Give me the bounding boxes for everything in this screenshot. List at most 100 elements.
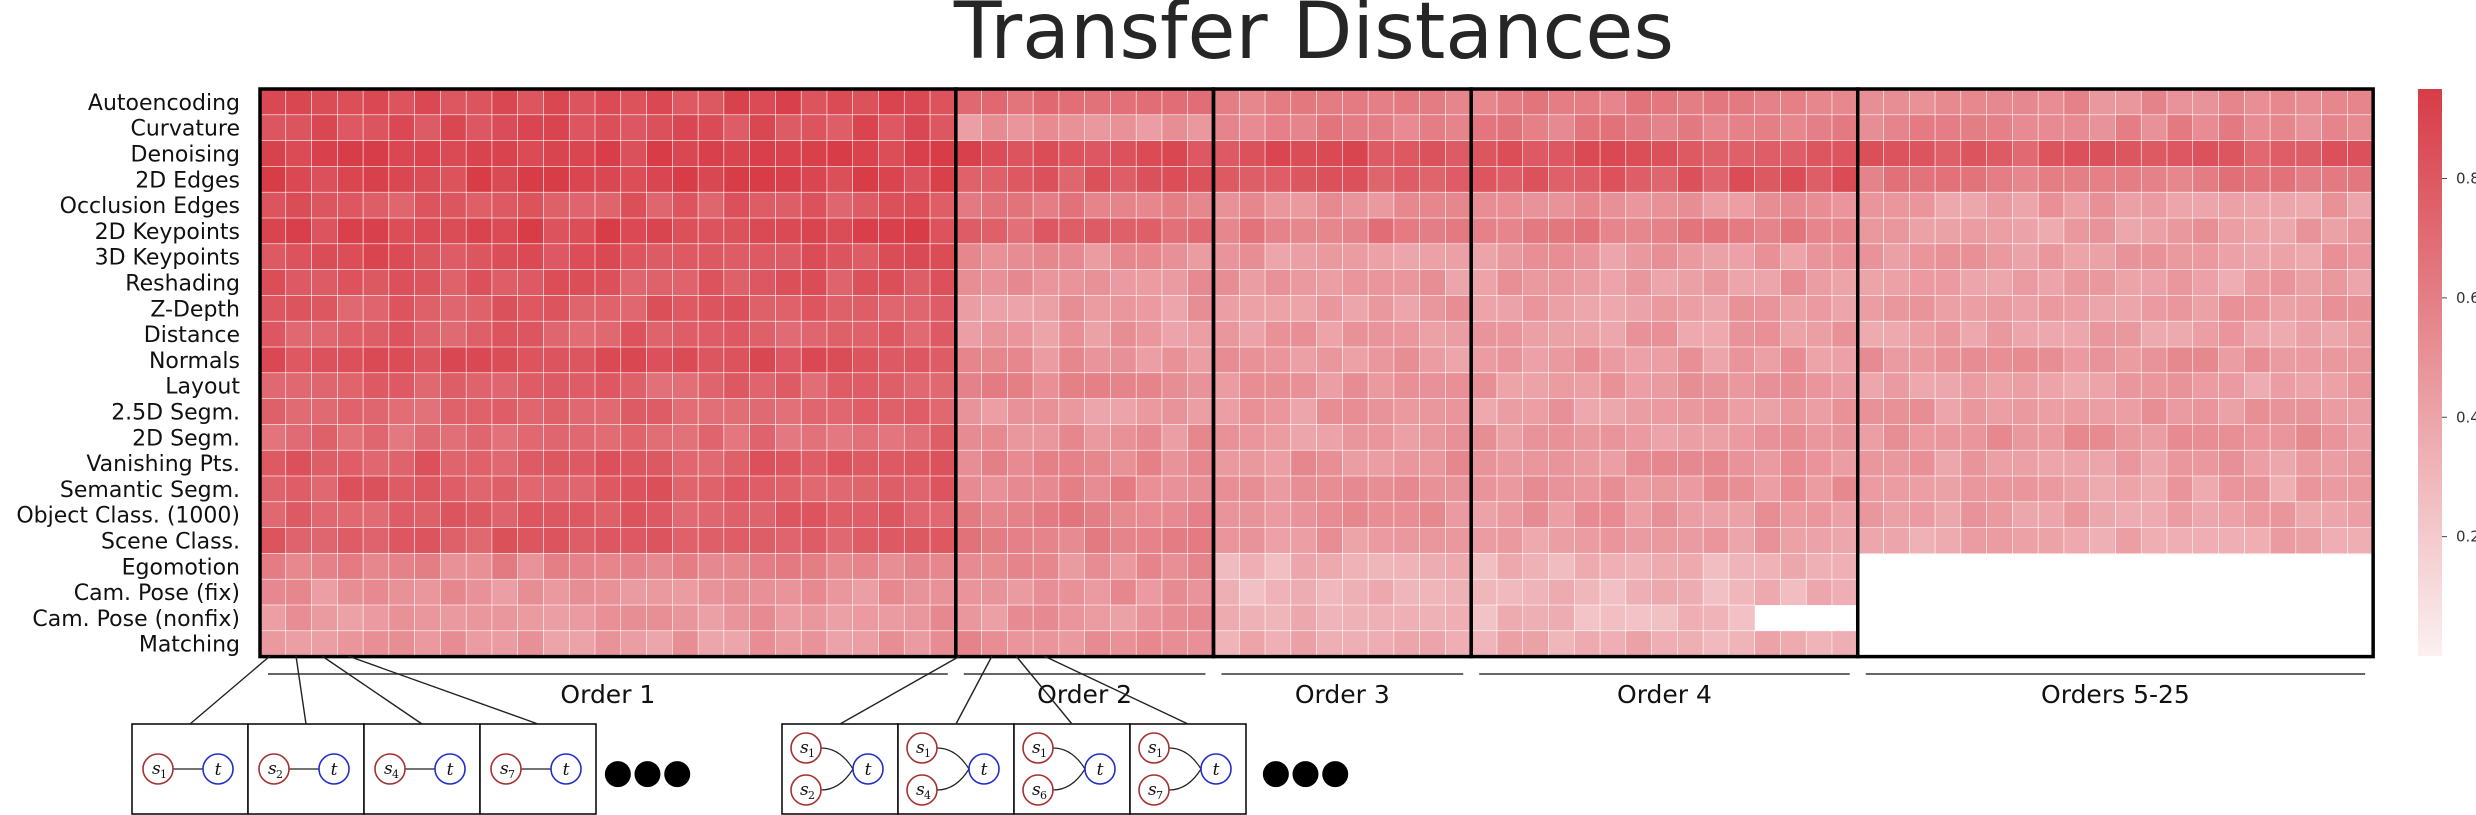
heatmap-cell xyxy=(1548,449,1575,477)
heatmap-cell xyxy=(852,217,880,245)
heatmap-cell xyxy=(2218,320,2245,348)
heatmap-cell xyxy=(285,501,313,529)
heatmap-cell xyxy=(1342,88,1369,116)
heatmap-cell xyxy=(440,346,467,374)
heatmap-cell xyxy=(1342,475,1369,503)
heatmap-cell xyxy=(2063,398,2091,426)
heatmap-cell xyxy=(259,320,287,348)
heatmap-cell xyxy=(1883,424,1910,451)
heatmap-cell xyxy=(1290,140,1318,168)
heatmap-cell xyxy=(697,166,725,193)
heatmap-cell xyxy=(1470,88,1498,116)
heatmap-cell xyxy=(697,88,725,116)
heatmap-cell xyxy=(1110,191,1137,219)
svg-text:1: 1 xyxy=(808,747,815,760)
heatmap-cell xyxy=(1857,320,1885,348)
heatmap-cell xyxy=(388,398,416,426)
heatmap-cell xyxy=(1290,243,1318,271)
heatmap-cell xyxy=(1419,88,1447,116)
heatmap-cell xyxy=(929,191,957,219)
heatmap-cell xyxy=(620,424,648,451)
heatmap-cell xyxy=(2295,140,2323,168)
heatmap-cell xyxy=(388,88,416,116)
heatmap-cell xyxy=(1986,527,2014,555)
heatmap-cell xyxy=(1238,372,1266,400)
heatmap-cell xyxy=(1213,346,1240,374)
heatmap-cell xyxy=(775,527,802,555)
heatmap-cell xyxy=(1419,217,1447,245)
heatmap-cell xyxy=(1883,166,1910,193)
heatmap-cell xyxy=(2347,166,2374,193)
heatmap-cell xyxy=(1548,320,1575,348)
heatmap-cell xyxy=(1342,269,1369,297)
heatmap-cell xyxy=(1496,114,1524,142)
heatmap-cell xyxy=(1264,501,1292,529)
heatmap-cell xyxy=(568,191,596,219)
heatmap-cell xyxy=(1032,140,1060,168)
heatmap-cell xyxy=(465,114,493,142)
heatmap-cell xyxy=(929,630,957,658)
row-label: Denoising xyxy=(131,143,240,168)
heatmap-cell xyxy=(2140,424,2168,451)
heatmap-cell xyxy=(749,114,777,142)
heatmap-cell xyxy=(1883,191,1910,219)
heatmap-cell xyxy=(337,449,364,477)
heatmap-cell xyxy=(2218,449,2245,477)
heatmap-cell xyxy=(1470,140,1498,168)
heatmap-cell xyxy=(1110,449,1137,477)
heatmap-cell xyxy=(826,604,854,632)
svg-text:7: 7 xyxy=(508,768,515,781)
heatmap-cell xyxy=(929,604,957,632)
svg-text:2: 2 xyxy=(808,789,815,802)
heatmap-cell xyxy=(1264,398,1292,426)
heatmap-cell xyxy=(903,191,931,219)
heatmap-cell xyxy=(1702,527,1730,555)
heatmap-cell xyxy=(311,578,339,606)
heatmap-cell xyxy=(1367,346,1395,374)
heatmap-cell xyxy=(955,449,983,477)
heatmap-cell xyxy=(1934,398,1962,426)
heatmap-cell xyxy=(852,604,880,632)
heatmap-cell xyxy=(2321,191,2349,219)
heatmap-cell xyxy=(800,320,828,348)
heatmap-cell xyxy=(1032,191,1060,219)
heatmap-cell xyxy=(388,449,416,477)
heatmap-cell xyxy=(1599,604,1627,632)
heatmap-cell xyxy=(1496,553,1524,580)
heatmap-cell xyxy=(2089,217,2117,245)
heatmap-cell xyxy=(2140,501,2168,529)
heatmap-cell xyxy=(465,630,493,658)
heatmap-cell xyxy=(1883,114,1910,142)
heatmap-cell xyxy=(491,166,519,193)
heatmap-cell xyxy=(2347,501,2374,529)
heatmap-cell xyxy=(259,295,287,322)
heatmap-cell xyxy=(1677,372,1704,400)
heatmap-cell xyxy=(1599,553,1627,580)
heatmap-cell xyxy=(362,398,390,426)
heatmap-cell xyxy=(620,527,648,555)
heatmap-cell xyxy=(1007,527,1034,555)
heatmap-cell xyxy=(1290,553,1318,580)
heatmap-cell xyxy=(2295,114,2323,142)
heatmap-cell xyxy=(1393,140,1421,168)
heatmap-cell xyxy=(543,449,570,477)
heatmap-cell xyxy=(1367,578,1395,606)
heatmap-cell xyxy=(440,140,467,168)
heatmap-cell xyxy=(1367,217,1395,245)
heatmap-cell xyxy=(2166,140,2194,168)
heatmap-cell xyxy=(749,475,777,503)
heatmap-cell xyxy=(1934,295,1962,322)
heatmap-cell xyxy=(1702,346,1730,374)
heatmap-cell xyxy=(1161,501,1189,529)
heatmap-cell xyxy=(1780,527,1807,555)
heatmap-cell xyxy=(337,501,364,529)
heatmap-cell xyxy=(1625,630,1653,658)
heatmap-cell xyxy=(1367,527,1395,555)
heatmap-cell xyxy=(1110,553,1137,580)
heatmap-cell xyxy=(1831,295,1859,322)
heatmap-cell xyxy=(311,553,339,580)
row-label: Vanishing Pts. xyxy=(86,452,240,477)
heatmap-cell xyxy=(2089,320,2117,348)
heatmap-cell xyxy=(2012,191,2039,219)
heatmap-cell xyxy=(1908,527,1936,555)
